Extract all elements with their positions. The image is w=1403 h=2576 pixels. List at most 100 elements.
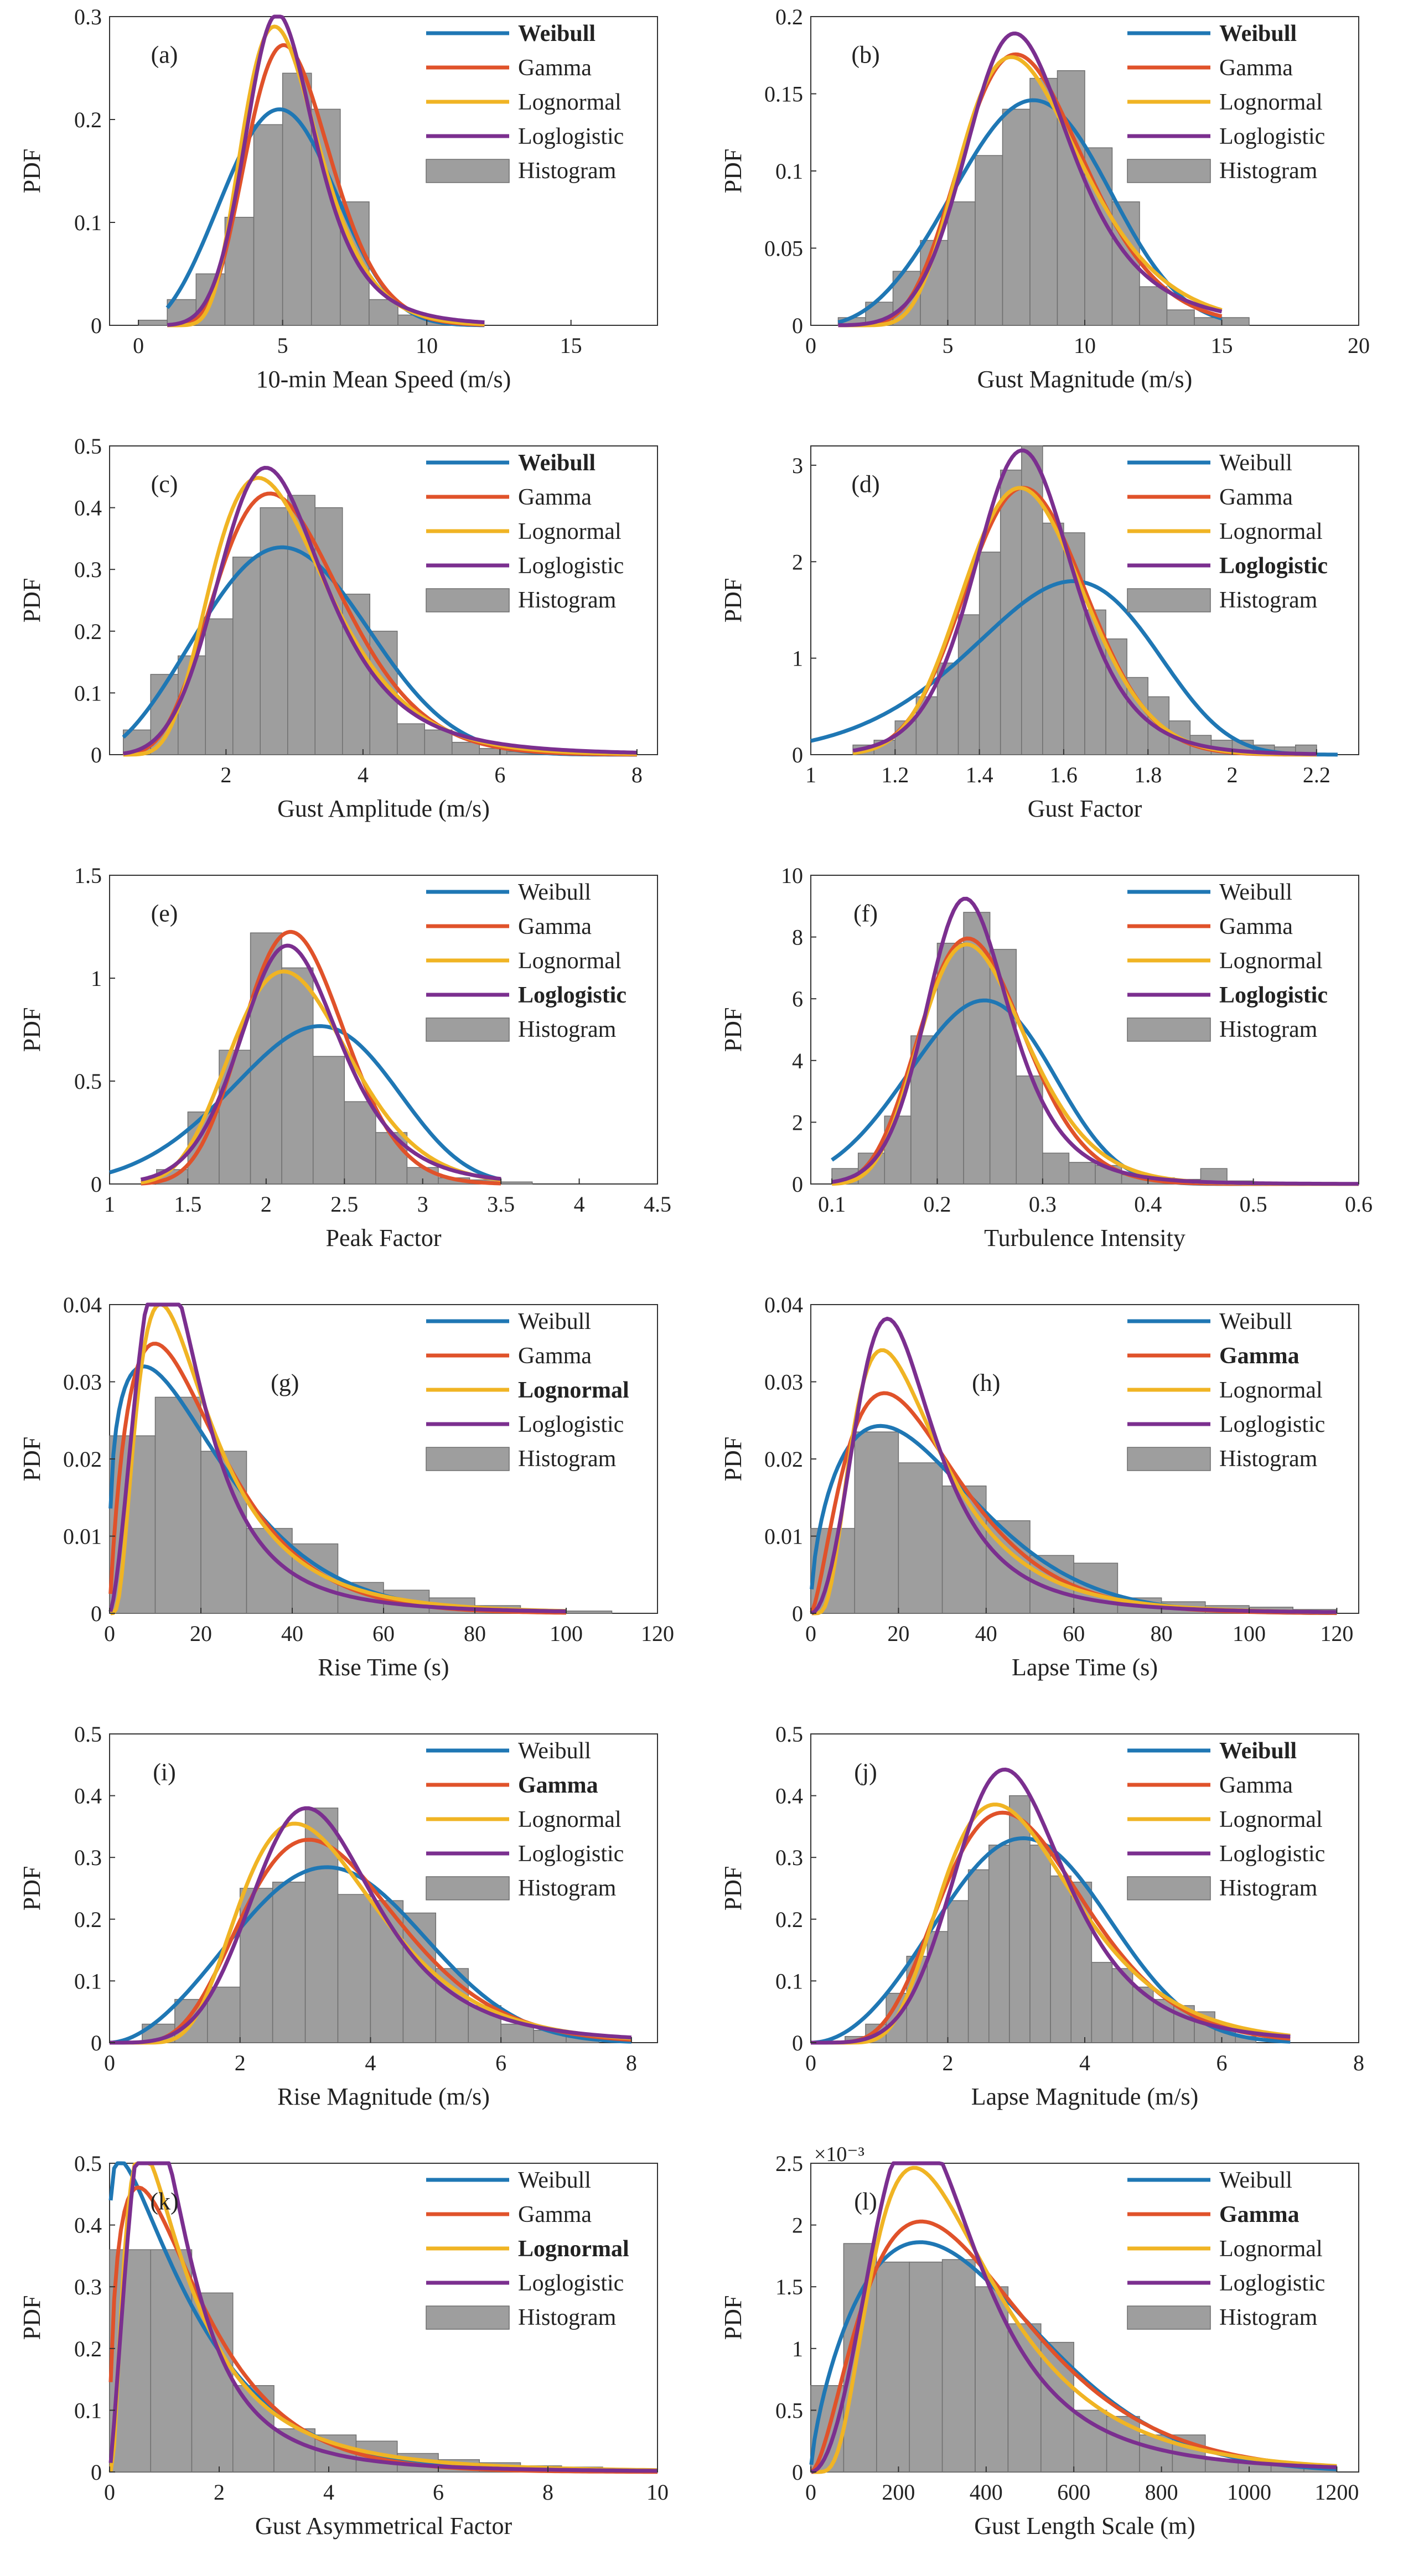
panel-label: (j) [854,1759,877,1786]
legend-label-lognormal: Lognormal [1219,1378,1323,1403]
x-tick-label: 80 [464,1621,486,1646]
y-tick-label: 0.4 [775,1784,803,1809]
x-axis-label: Gust Amplitude (m/s) [277,795,490,822]
y-tick-label: 0 [91,1601,102,1626]
x-tick-label: 40 [281,1621,303,1646]
histogram-bar [1042,1152,1070,1185]
y-axis-label: PDF [719,2295,747,2340]
panel-label: (d) [851,471,879,498]
histogram-bar [936,943,964,1185]
x-tick-label: 1.8 [1134,762,1162,787]
x-tick-label: 0.2 [923,1192,951,1217]
y-tick-label: 0 [91,313,102,338]
x-tick-label: 400 [970,2480,1003,2505]
y-tick-label: 0.2 [74,2336,102,2361]
y-tick-label: 0.4 [74,2213,102,2238]
legend-label-weibull: Weibull [1219,1738,1297,1764]
y-tick-label: 0.03 [63,1370,102,1395]
histogram-bar [344,1101,376,1185]
histogram-bar [138,319,168,326]
legend-label-loglogistic: Loglogistic [1219,1841,1325,1867]
legend-swatch-histogram [426,1447,510,1471]
x-tick-label: 3 [417,1192,428,1217]
x-tick-label: 100 [550,1621,583,1646]
histogram-bar [342,594,370,755]
histogram-bar [207,1986,241,2043]
y-tick-label: 0.04 [764,1292,803,1317]
x-axis-label: Peak Factor [326,1224,442,1251]
y-axis-label: PDF [719,1437,747,1482]
histogram-bar [232,557,261,755]
x-tick-label: 0 [104,1621,115,1646]
legend-label-histogram: Histogram [518,158,617,184]
legend-swatch-histogram [426,159,510,183]
legend-label-gamma: Gamma [518,55,592,81]
legend-label-loglogistic: Loglogistic [1219,1412,1325,1437]
x-tick-label: 2 [220,762,231,787]
panel-label: (f) [853,900,878,927]
y-tick-label: 0.04 [63,1292,102,1317]
histogram-bar [452,741,480,755]
y-axis-label: PDF [18,2295,45,2340]
histogram-bar [566,1611,613,1614]
legend-label-gamma: Gamma [518,485,592,510]
y-tick-label: 0.02 [63,1447,102,1472]
pdf-line-loglogistic [108,2161,658,2473]
y-tick-label: 0.3 [74,1845,102,1870]
y-tick-label: 1.5 [74,863,102,888]
histogram-bar [1091,1962,1113,2043]
x-tick-label: 80 [1151,1621,1173,1646]
panel-label: (k) [150,2188,178,2215]
y-tick-label: 0.1 [74,681,102,705]
legend-label-histogram: Histogram [518,2305,617,2330]
x-tick-label: 2 [235,2050,246,2075]
y-axis-label: PDF [719,578,747,623]
legend-label-weibull: Weibull [518,450,596,476]
y-tick-label: 0.2 [775,4,803,29]
legend-label-gamma: Gamma [1219,914,1293,939]
pdf-line-gamma [811,1810,1291,2045]
legend-label-gamma: Gamma [1219,1343,1300,1369]
x-tick-label: 5 [277,333,288,358]
histogram-bar [1050,1875,1071,2043]
x-tick-label: 20 [190,1621,212,1646]
histogram-bar [1029,1845,1051,2043]
legend-label-loglogistic: Loglogistic [518,983,627,1008]
histogram-bar [898,1462,943,1614]
y-tick-label: 0.03 [764,1370,803,1395]
y-tick-label: 4 [792,1048,803,1073]
y-tick-label: 0.5 [74,1722,102,1747]
y-tick-label: 0.2 [74,619,102,644]
y-tick-label: 0.02 [764,1447,803,1472]
y-tick-label: 0.1 [775,159,803,184]
chart-panel-l: 0 200 400 600 800 1000 1200 0 0.5 1 1.5 2 2.5 ×10⁻³ Gu… [719,2143,1359,2539]
legend-swatch-histogram [426,1876,510,1900]
legend-label-gamma: Gamma [518,1343,592,1369]
x-tick-label: 4 [574,1192,585,1217]
x-tick-label: 8 [631,762,643,787]
chart-panel-b: 0 5 10 15 20 0 0.05 0.1 0.15 0.2 Gust Magnitude (m… [719,4,1370,393]
legend-swatch-histogram [426,2305,510,2330]
x-tick-label: 6 [433,2480,444,2505]
y-tick-label: 0.5 [775,2398,803,2423]
y-axis-label: PDF [719,1866,747,1911]
x-axis-label: Rise Magnitude (m/s) [277,2083,490,2110]
y-tick-label: 0.01 [764,1524,803,1549]
legend-label-lognormal: Lognormal [518,1807,622,1832]
legend-label-loglogistic: Loglogistic [518,124,624,149]
x-tick-label: 4 [1079,2050,1090,2075]
x-tick-label: 4 [323,2480,334,2505]
x-tick-label: 1200 [1314,2480,1359,2505]
y-tick-label: 0.2 [775,1907,803,1932]
x-tick-label: 3.5 [487,1192,515,1217]
y-tick-label: 0.5 [74,434,102,459]
x-tick-label: 120 [641,1621,674,1646]
y-tick-label: 1 [792,2336,803,2361]
x-axis-label: Gust Length Scale (m) [974,2512,1195,2539]
legend-label-loglogistic: Loglogistic [1219,2271,1325,2296]
x-tick-label: 2.2 [1303,762,1330,787]
y-tick-label: 2.5 [775,2151,803,2176]
y-tick-label: 0 [792,1601,803,1626]
histogram-bar [312,1056,345,1185]
